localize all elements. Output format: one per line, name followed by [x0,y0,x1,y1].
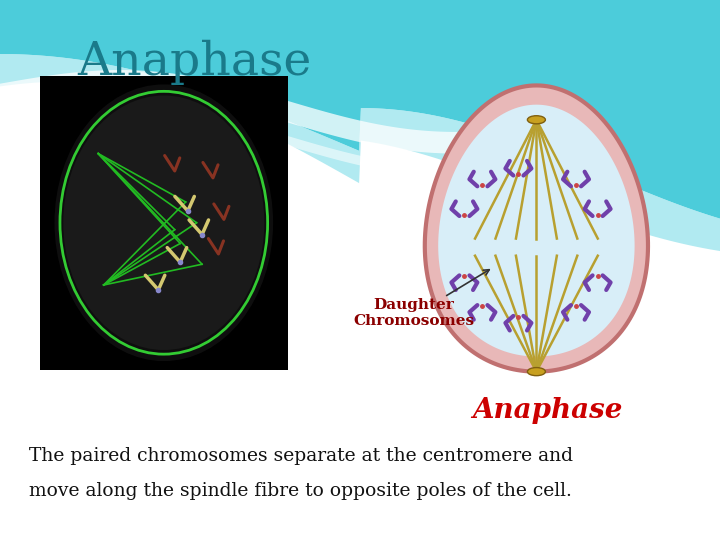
FancyBboxPatch shape [40,76,288,370]
Ellipse shape [63,96,264,350]
PathPatch shape [425,85,648,372]
PathPatch shape [438,105,634,356]
Ellipse shape [66,98,262,347]
Polygon shape [0,54,720,251]
Text: The paired chromosomes separate at the centromere and: The paired chromosomes separate at the c… [29,447,573,465]
Polygon shape [0,0,720,219]
Polygon shape [0,105,540,177]
Ellipse shape [55,84,273,361]
Ellipse shape [527,368,546,376]
Text: Anaphase: Anaphase [77,39,312,85]
Polygon shape [0,70,540,153]
Text: Anaphase: Anaphase [472,397,622,424]
Ellipse shape [82,119,246,327]
Text: move along the spindle fibre to opposite poles of the cell.: move along the spindle fibre to opposite… [29,482,572,501]
Text: Daughter
Chromosomes: Daughter Chromosomes [354,298,474,328]
Ellipse shape [527,116,546,124]
